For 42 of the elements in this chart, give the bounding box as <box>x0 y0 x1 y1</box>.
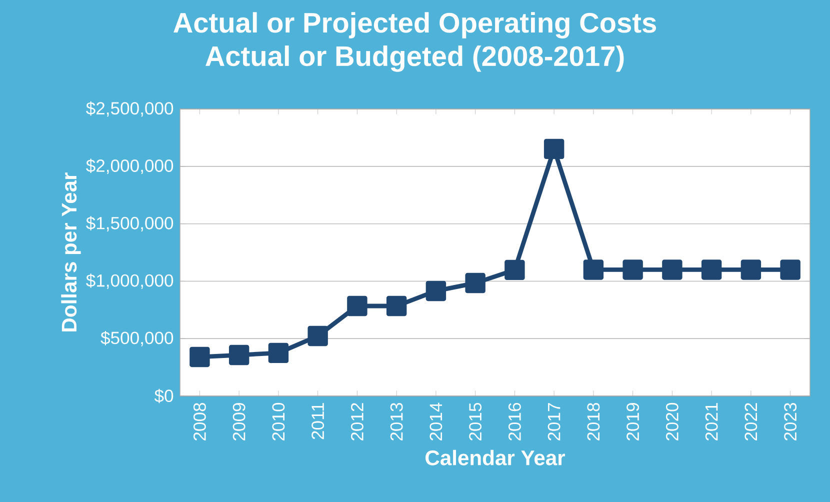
point <box>622 260 643 280</box>
x-tick-label: 2023 <box>784 402 797 440</box>
x-tick-label: 2012 <box>350 403 364 440</box>
point <box>701 260 722 280</box>
y-tick-label: $1,500,000 <box>86 216 174 232</box>
y-axis-title: Dollars per Year <box>61 172 81 332</box>
point <box>268 342 289 364</box>
x-tick-label: 2020 <box>666 402 678 440</box>
x-tick-label: 2017 <box>548 403 560 440</box>
point <box>347 296 368 316</box>
y-tick-label: $500,000 <box>100 330 174 346</box>
point <box>544 138 564 160</box>
chart-subtitle: Actual or Budgeted (2008-2017) <box>206 46 624 72</box>
point <box>308 326 328 346</box>
point <box>190 346 210 368</box>
point <box>780 260 800 280</box>
point <box>740 260 762 280</box>
x-tick-label: 2016 <box>508 402 521 440</box>
point <box>583 260 604 280</box>
y-tick-label: $1,000,000 <box>86 274 174 289</box>
y-tick-label: $2,500,000 <box>86 101 174 117</box>
y-tick-label: $0 <box>154 388 174 404</box>
point <box>465 272 486 294</box>
y-tick-label: $2,000,000 <box>86 158 174 174</box>
x-tick-label: 2010 <box>272 402 285 440</box>
point <box>662 260 682 280</box>
point <box>504 260 525 280</box>
x-tick-label: 2014 <box>430 402 442 440</box>
point <box>426 280 446 302</box>
x-tick-label: 2011 <box>312 403 324 440</box>
x-tick-label: 2022 <box>744 403 758 440</box>
x-tick-label: 2021 <box>705 403 718 440</box>
point <box>386 296 407 316</box>
chart-title: Actual or Projected Operating Costs <box>174 12 656 38</box>
x-tick-label: 2018 <box>587 402 600 440</box>
x-tick-label: 2015 <box>469 402 482 440</box>
x-tick-label: 2019 <box>626 403 640 440</box>
x-tick-label: 2008 <box>193 402 206 440</box>
x-axis-title: Calendar Year <box>426 450 566 466</box>
x-tick-label: 2009 <box>232 403 246 440</box>
point <box>228 344 250 366</box>
x-tick-label: 2013 <box>390 402 403 440</box>
